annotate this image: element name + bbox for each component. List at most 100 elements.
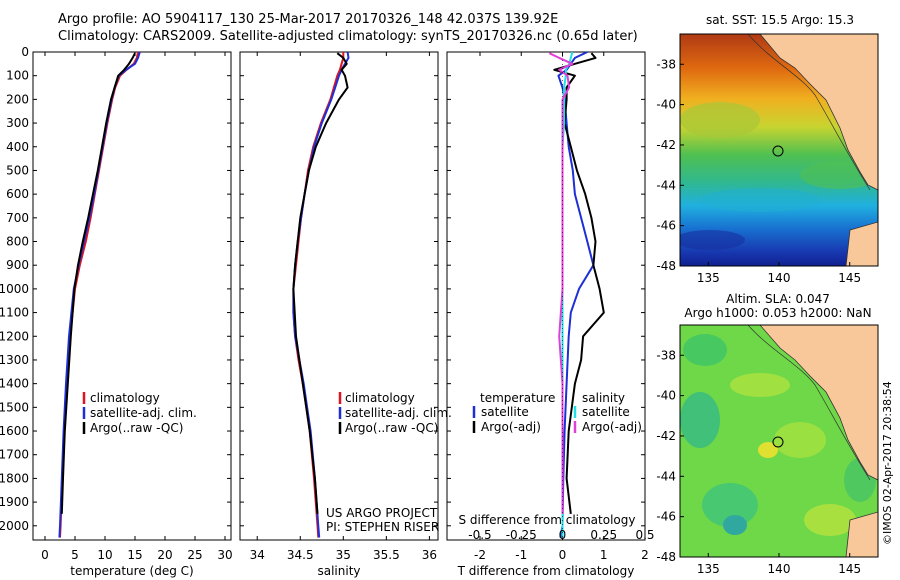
y-tick-label: 700 — [6, 211, 29, 225]
x-tick-label: 20 — [157, 548, 172, 562]
map-y-tick-label: -44 — [656, 469, 676, 483]
t-difference-axis-label: T difference from climatology — [457, 564, 635, 578]
map-y-tick-label: -38 — [656, 57, 676, 71]
map-x-tick-label: 135 — [697, 562, 720, 576]
y-tick-label: 1900 — [0, 495, 29, 509]
series-line-salinity — [292, 51, 350, 538]
x-tick-label: 5 — [71, 548, 79, 562]
map-x-tick-label: 145 — [838, 562, 861, 576]
map-y-tick-label: -42 — [656, 138, 676, 152]
map-y-tick-label: -38 — [656, 348, 676, 362]
y-tick-label: 1000 — [0, 282, 29, 296]
x-tick-label: -2 — [474, 548, 486, 562]
y-tick-label: 300 — [6, 116, 29, 130]
y-tick-label: 1100 — [0, 306, 29, 320]
secondary-tick-label: -0.5 — [468, 528, 491, 542]
sst-land — [759, 34, 878, 191]
sla-patch — [804, 504, 856, 536]
map-x-tick-label: 140 — [768, 562, 791, 576]
sla-patch — [758, 442, 778, 458]
y-tick-label: 400 — [6, 140, 29, 154]
legend-label-argo: Argo(..raw -QC) — [345, 421, 438, 435]
map-y-tick-label: -44 — [656, 178, 676, 192]
legend-label-satellite: satellite-adj. clim. — [345, 406, 452, 420]
sst-map: sat. SST: 15.5 Argo: 15.3 — [679, 13, 879, 267]
s-difference-label: S difference from climatology — [459, 513, 636, 527]
map-x-tick-label: 140 — [768, 271, 791, 285]
legend-label-argo: Argo(..raw -QC) — [90, 421, 183, 435]
legend-label-s-satellite: satellite — [582, 405, 630, 419]
x-tick-label: 35.5 — [373, 548, 400, 562]
imos-credit: ©IMOS 02-Apr-2017 20:38:54 — [881, 381, 894, 545]
map-y-tick-label: -46 — [656, 219, 676, 233]
temperature-legend: climatology satellite-adj. clim. Argo(..… — [82, 391, 197, 435]
legend-label-climatology: climatology — [90, 391, 160, 405]
sst-argo-marker — [772, 145, 784, 157]
y-tick-label: 1400 — [0, 377, 29, 391]
series-line-temperature — [59, 51, 139, 538]
sla-map-title-line1: Altim. SLA: 0.047 — [726, 292, 830, 306]
x-tick-label: 2 — [641, 548, 649, 562]
sst-patch — [680, 102, 760, 138]
series-line-temperature — [58, 51, 141, 538]
secondary-tick-label: 0.5 — [635, 528, 654, 542]
x-tick-label: 1 — [600, 548, 608, 562]
secondary-tick-label: -0.25 — [506, 528, 537, 542]
y-tick-label: 1600 — [0, 424, 29, 438]
map-y-tick-label: -48 — [656, 259, 676, 273]
legend-label-t-satellite: satellite — [481, 405, 529, 419]
sst-land — [845, 221, 878, 266]
map-x-tick-label: 135 — [697, 271, 720, 285]
pi-label: PI: STEPHEN RISER — [326, 520, 439, 534]
sst-depth-contour — [747, 34, 871, 191]
salinity-panel — [239, 51, 439, 541]
x-tick-label: 15 — [127, 548, 142, 562]
sla-patch — [680, 392, 720, 448]
y-tick-label: 1800 — [0, 471, 29, 485]
secondary-tick-label: 0 — [559, 528, 567, 542]
sla-patch — [730, 373, 790, 397]
y-tick-label: 600 — [6, 187, 29, 201]
legend-label-s-argo: Argo(-adj) — [582, 420, 642, 434]
map-y-tick-label: -42 — [656, 429, 676, 443]
salinity-axis-label: salinity — [317, 564, 360, 578]
series-line-salinity — [292, 52, 349, 514]
legend-label-satellite: satellite-adj. clim. — [90, 406, 197, 420]
sst-patch — [700, 188, 820, 212]
temperature-panel — [32, 51, 232, 541]
y-tick-label: 100 — [6, 69, 29, 83]
y-tick-label: 1500 — [0, 400, 29, 414]
x-tick-label: 10 — [97, 548, 112, 562]
sla-patch — [723, 515, 747, 535]
map-y-tick-label: -40 — [656, 389, 676, 403]
sla-argo-marker — [772, 436, 784, 448]
legend-label-climatology: climatology — [345, 391, 415, 405]
x-tick-label: 34.5 — [287, 548, 314, 562]
x-tick-label: 35 — [336, 548, 351, 562]
sla-land — [845, 511, 878, 557]
x-tick-label: 36 — [422, 548, 437, 562]
x-tick-label: 0 — [559, 548, 567, 562]
series-line-salinity — [292, 52, 345, 538]
sla-land — [759, 325, 878, 481]
x-tick-label: 0 — [41, 548, 49, 562]
y-tick-label: 1300 — [0, 353, 29, 367]
difference-panel — [446, 51, 646, 541]
map-y-tick-label: -46 — [656, 510, 676, 524]
legend-title-temperature: temperature — [480, 391, 555, 405]
map-y-tick-label: -40 — [656, 98, 676, 112]
map-y-tick-label: -48 — [656, 550, 676, 564]
map-x-tick-label: 145 — [838, 271, 861, 285]
sla-patch — [683, 334, 727, 366]
y-tick-label: 800 — [6, 235, 29, 249]
sla-map: Altim. SLA: 0.047 Argo h1000: 0.053 h200… — [679, 292, 879, 558]
x-tick-label: 34 — [250, 548, 265, 562]
series-line-difference — [548, 52, 574, 514]
climatology-title: Climatology: CARS2009. Satellite-adjuste… — [58, 29, 638, 44]
secondary-tick-label: 0.25 — [590, 528, 617, 542]
y-tick-label: 500 — [6, 163, 29, 177]
series-line-temperature — [60, 52, 136, 514]
x-tick-label: -1 — [515, 548, 527, 562]
sst-map-title: sat. SST: 15.5 Argo: 15.3 — [706, 13, 854, 27]
